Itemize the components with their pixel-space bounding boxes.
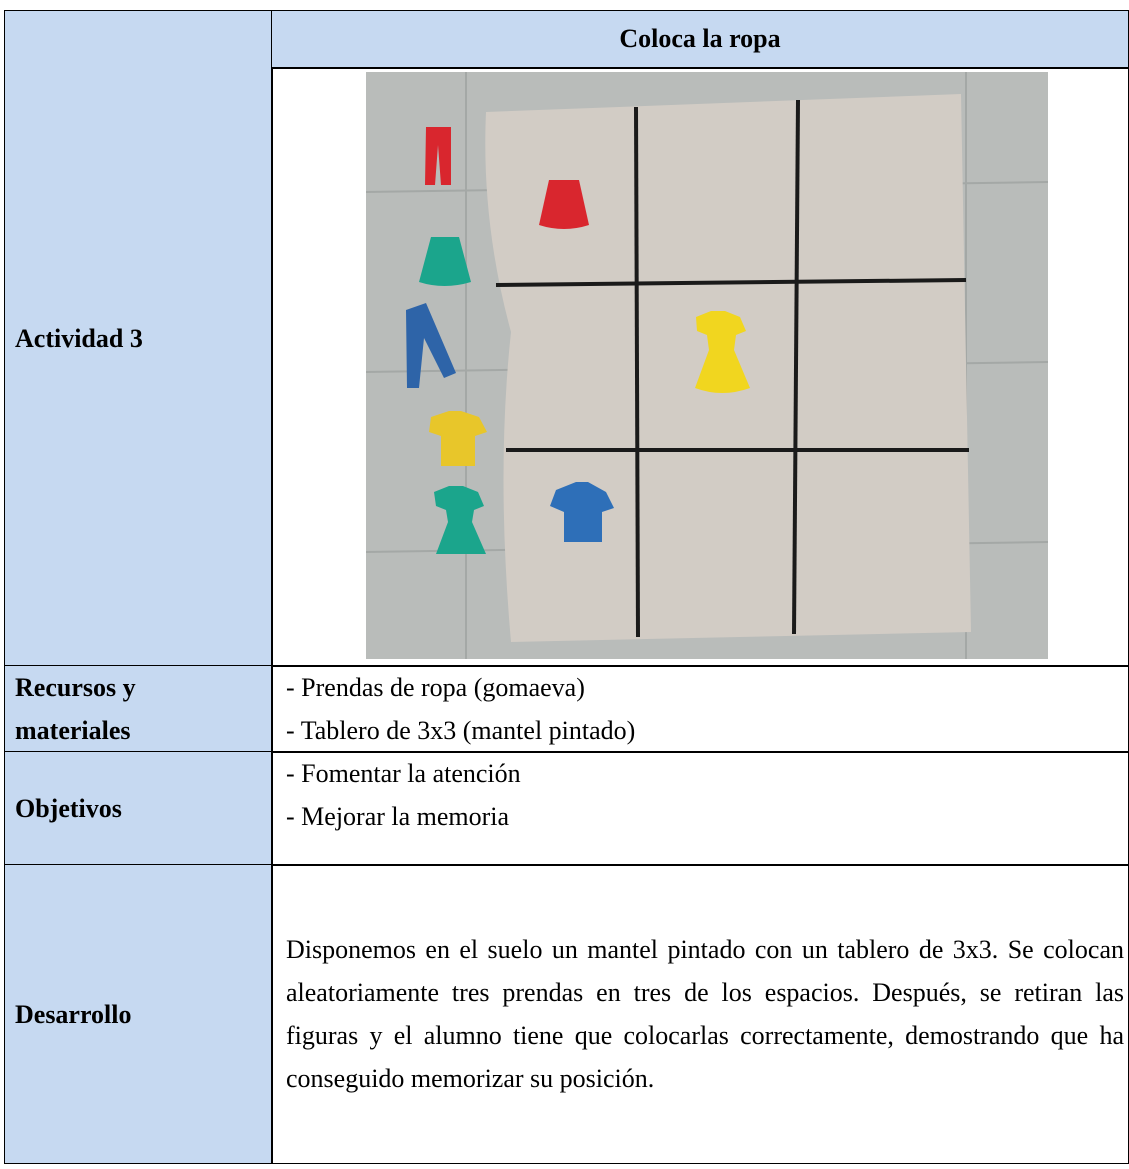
- paragraph: Disponemos en el suelo un mantel pintado…: [286, 935, 1124, 1093]
- row-content-cell: - Fomentar la atención - Mejorar la memor…: [271, 751, 1129, 866]
- row-content-cell: Disponemos en el suelo un mantel pintado…: [271, 864, 1129, 1164]
- row-label: Objetivos: [15, 794, 122, 823]
- row-label-cell: Objetivos: [4, 751, 273, 866]
- photo-cell: [271, 67, 1129, 667]
- list-item: - Prendas de ropa (gomaeva): [286, 673, 585, 702]
- activity-label: Actividad 3: [15, 324, 143, 353]
- row-label: materiales: [15, 716, 131, 745]
- list-item: - Mejorar la memoria: [286, 802, 510, 831]
- title: Coloca la ropa: [619, 24, 781, 53]
- photo: [366, 72, 1048, 659]
- row-label-cell: Recursos y materiales: [4, 665, 273, 753]
- row-label: Recursos y: [15, 673, 136, 702]
- row-label: Desarrollo: [15, 999, 132, 1029]
- title-cell: Coloca la ropa: [271, 10, 1129, 69]
- list-item: - Tablero de 3x3 (mantel pintado): [286, 716, 636, 745]
- list-item: - Fomentar la atención: [286, 759, 521, 788]
- row-content-cell: - Prendas de ropa (gomaeva) - Tablero de …: [271, 665, 1129, 753]
- row-label-cell: Desarrollo: [4, 864, 273, 1164]
- label-cell: Actividad 3: [4, 10, 273, 667]
